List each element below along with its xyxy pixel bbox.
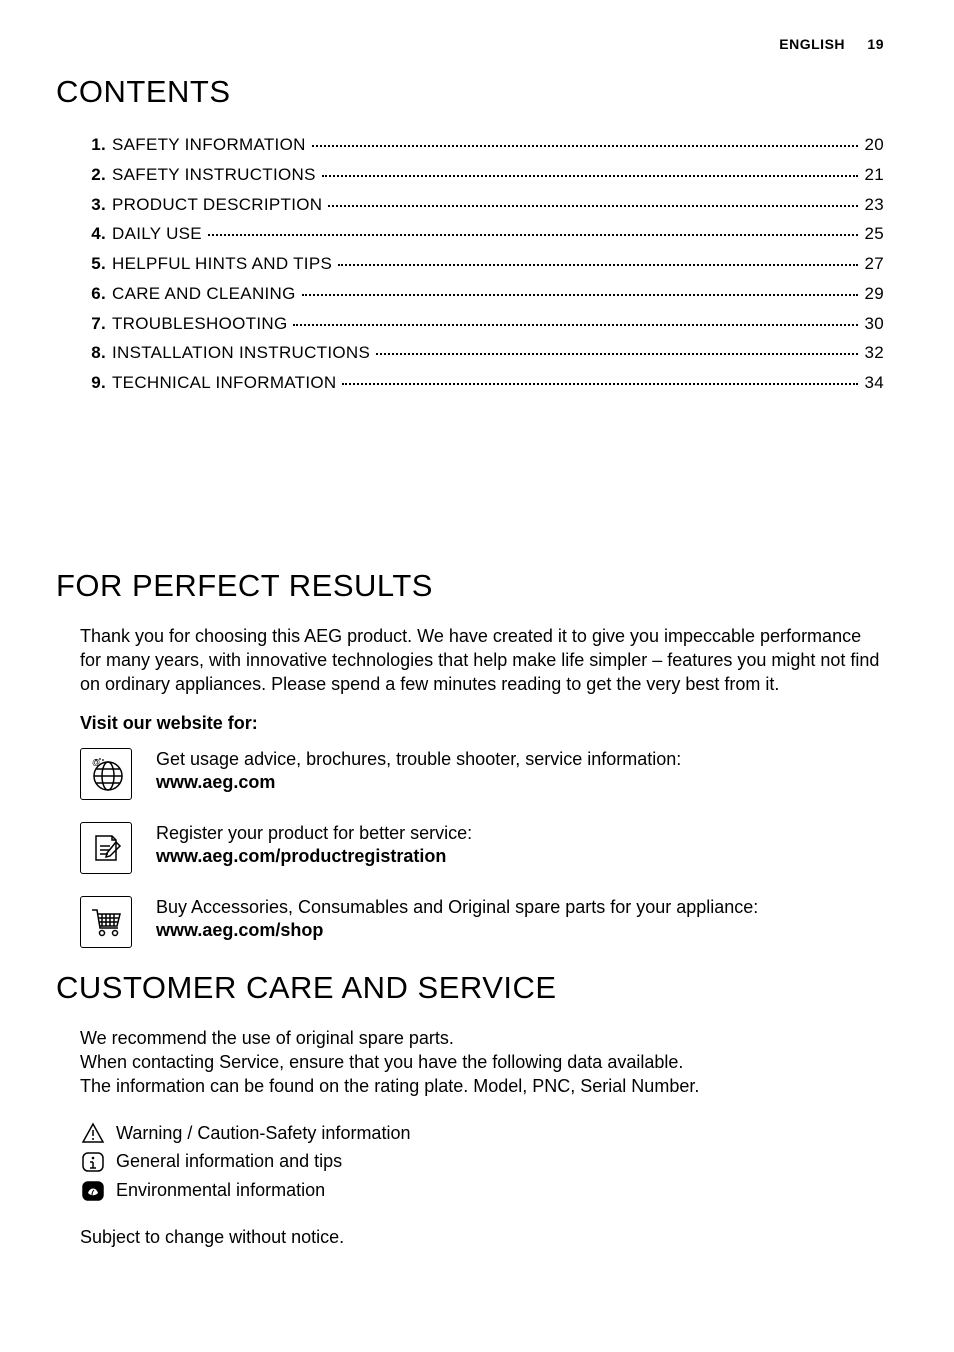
toc-leader-dots xyxy=(342,383,858,385)
toc-row: 3. PRODUCT DESCRIPTION 23 xyxy=(86,190,884,220)
toc-leader-dots xyxy=(293,324,858,326)
customer-care-body: We recommend the use of original spare p… xyxy=(80,1026,884,1099)
toc-page: 34 xyxy=(864,368,884,398)
register-icon xyxy=(80,822,132,874)
toc-row: 4. DAILY USE 25 xyxy=(86,219,884,249)
service-line-3: The information can be found on the rati… xyxy=(80,1074,884,1098)
website-item-register: Register your product for better service… xyxy=(80,822,884,874)
toc-row: 9. TECHNICAL INFORMATION 34 xyxy=(86,368,884,398)
toc-title: HELPFUL HINTS AND TIPS xyxy=(112,249,332,279)
globe-icon: @ xyxy=(80,748,132,800)
customer-care-heading: CUSTOMER CARE AND SERVICE xyxy=(56,970,884,1006)
contents-heading: CONTENTS xyxy=(56,74,884,110)
toc-title: CARE AND CLEANING xyxy=(112,279,296,309)
table-of-contents: 1. SAFETY INFORMATION 202. SAFETY INSTRU… xyxy=(86,130,884,398)
legend-info-text: General information and tips xyxy=(116,1147,342,1176)
toc-number: 8. xyxy=(86,338,106,368)
toc-page: 27 xyxy=(864,249,884,279)
toc-row: 1. SAFETY INFORMATION 20 xyxy=(86,130,884,160)
toc-leader-dots xyxy=(322,175,859,177)
toc-page: 32 xyxy=(864,338,884,368)
toc-number: 2. xyxy=(86,160,106,190)
legend-environment-text: Environmental information xyxy=(116,1176,325,1205)
toc-title: INSTALLATION INSTRUCTIONS xyxy=(112,338,370,368)
toc-row: 7. TROUBLESHOOTING 30 xyxy=(86,309,884,339)
toc-row: 6. CARE AND CLEANING 29 xyxy=(86,279,884,309)
cart-icon xyxy=(80,896,132,948)
website-info-url: www.aeg.com xyxy=(156,771,681,794)
toc-number: 5. xyxy=(86,249,106,279)
toc-leader-dots xyxy=(208,234,859,236)
visit-website-label: Visit our website for: xyxy=(80,713,884,734)
toc-title: SAFETY INFORMATION xyxy=(112,130,306,160)
symbol-legend: Warning / Caution-Safety information Gen… xyxy=(80,1119,884,1205)
page-header: ENGLISH 19 xyxy=(56,36,884,52)
website-shop-text: Buy Accessories, Consumables and Origina… xyxy=(156,896,758,919)
toc-title: SAFETY INSTRUCTIONS xyxy=(112,160,316,190)
toc-page: 20 xyxy=(864,130,884,160)
toc-page: 25 xyxy=(864,219,884,249)
toc-leader-dots xyxy=(302,294,859,296)
toc-title: TROUBLESHOOTING xyxy=(112,309,287,339)
toc-leader-dots xyxy=(312,145,859,147)
legend-row-environment: Environmental information xyxy=(80,1176,884,1205)
toc-title: DAILY USE xyxy=(112,219,202,249)
toc-title: TECHNICAL INFORMATION xyxy=(112,368,336,398)
toc-number: 9. xyxy=(86,368,106,398)
toc-row: 8. INSTALLATION INSTRUCTIONS 32 xyxy=(86,338,884,368)
website-item-info: @ Get usage advice, brochures, trouble s… xyxy=(80,748,884,800)
warning-icon xyxy=(80,1121,106,1145)
service-line-2: When contacting Service, ensure that you… xyxy=(80,1050,884,1074)
website-register-text: Register your product for better service… xyxy=(156,822,472,845)
environment-icon xyxy=(80,1179,106,1203)
change-notice: Subject to change without notice. xyxy=(80,1227,884,1248)
perfect-results-section: FOR PERFECT RESULTS Thank you for choosi… xyxy=(56,568,884,948)
toc-number: 1. xyxy=(86,130,106,160)
toc-leader-dots xyxy=(338,264,858,266)
toc-page: 21 xyxy=(864,160,884,190)
toc-number: 4. xyxy=(86,219,106,249)
toc-leader-dots xyxy=(328,205,858,207)
website-info-text: Get usage advice, brochures, trouble sho… xyxy=(156,748,681,771)
info-icon xyxy=(80,1150,106,1174)
perfect-results-intro: Thank you for choosing this AEG product.… xyxy=(80,624,884,697)
toc-page: 30 xyxy=(864,309,884,339)
service-line-1: We recommend the use of original spare p… xyxy=(80,1026,884,1050)
toc-row: 5. HELPFUL HINTS AND TIPS 27 xyxy=(86,249,884,279)
toc-number: 3. xyxy=(86,190,106,220)
toc-title: PRODUCT DESCRIPTION xyxy=(112,190,322,220)
legend-row-info: General information and tips xyxy=(80,1147,884,1176)
legend-warning-text: Warning / Caution-Safety information xyxy=(116,1119,410,1148)
website-shop-url: www.aeg.com/shop xyxy=(156,919,758,942)
perfect-results-heading: FOR PERFECT RESULTS xyxy=(56,568,884,604)
toc-page: 29 xyxy=(864,279,884,309)
language-label: ENGLISH xyxy=(779,36,845,52)
toc-number: 6. xyxy=(86,279,106,309)
website-item-shop: Buy Accessories, Consumables and Origina… xyxy=(80,896,884,948)
website-register-url: www.aeg.com/productregistration xyxy=(156,845,472,868)
toc-page: 23 xyxy=(864,190,884,220)
toc-leader-dots xyxy=(376,353,858,355)
legend-row-warning: Warning / Caution-Safety information xyxy=(80,1119,884,1148)
toc-row: 2. SAFETY INSTRUCTIONS 21 xyxy=(86,160,884,190)
toc-number: 7. xyxy=(86,309,106,339)
page-number: 19 xyxy=(867,36,884,52)
customer-care-section: CUSTOMER CARE AND SERVICE We recommend t… xyxy=(56,970,884,1248)
